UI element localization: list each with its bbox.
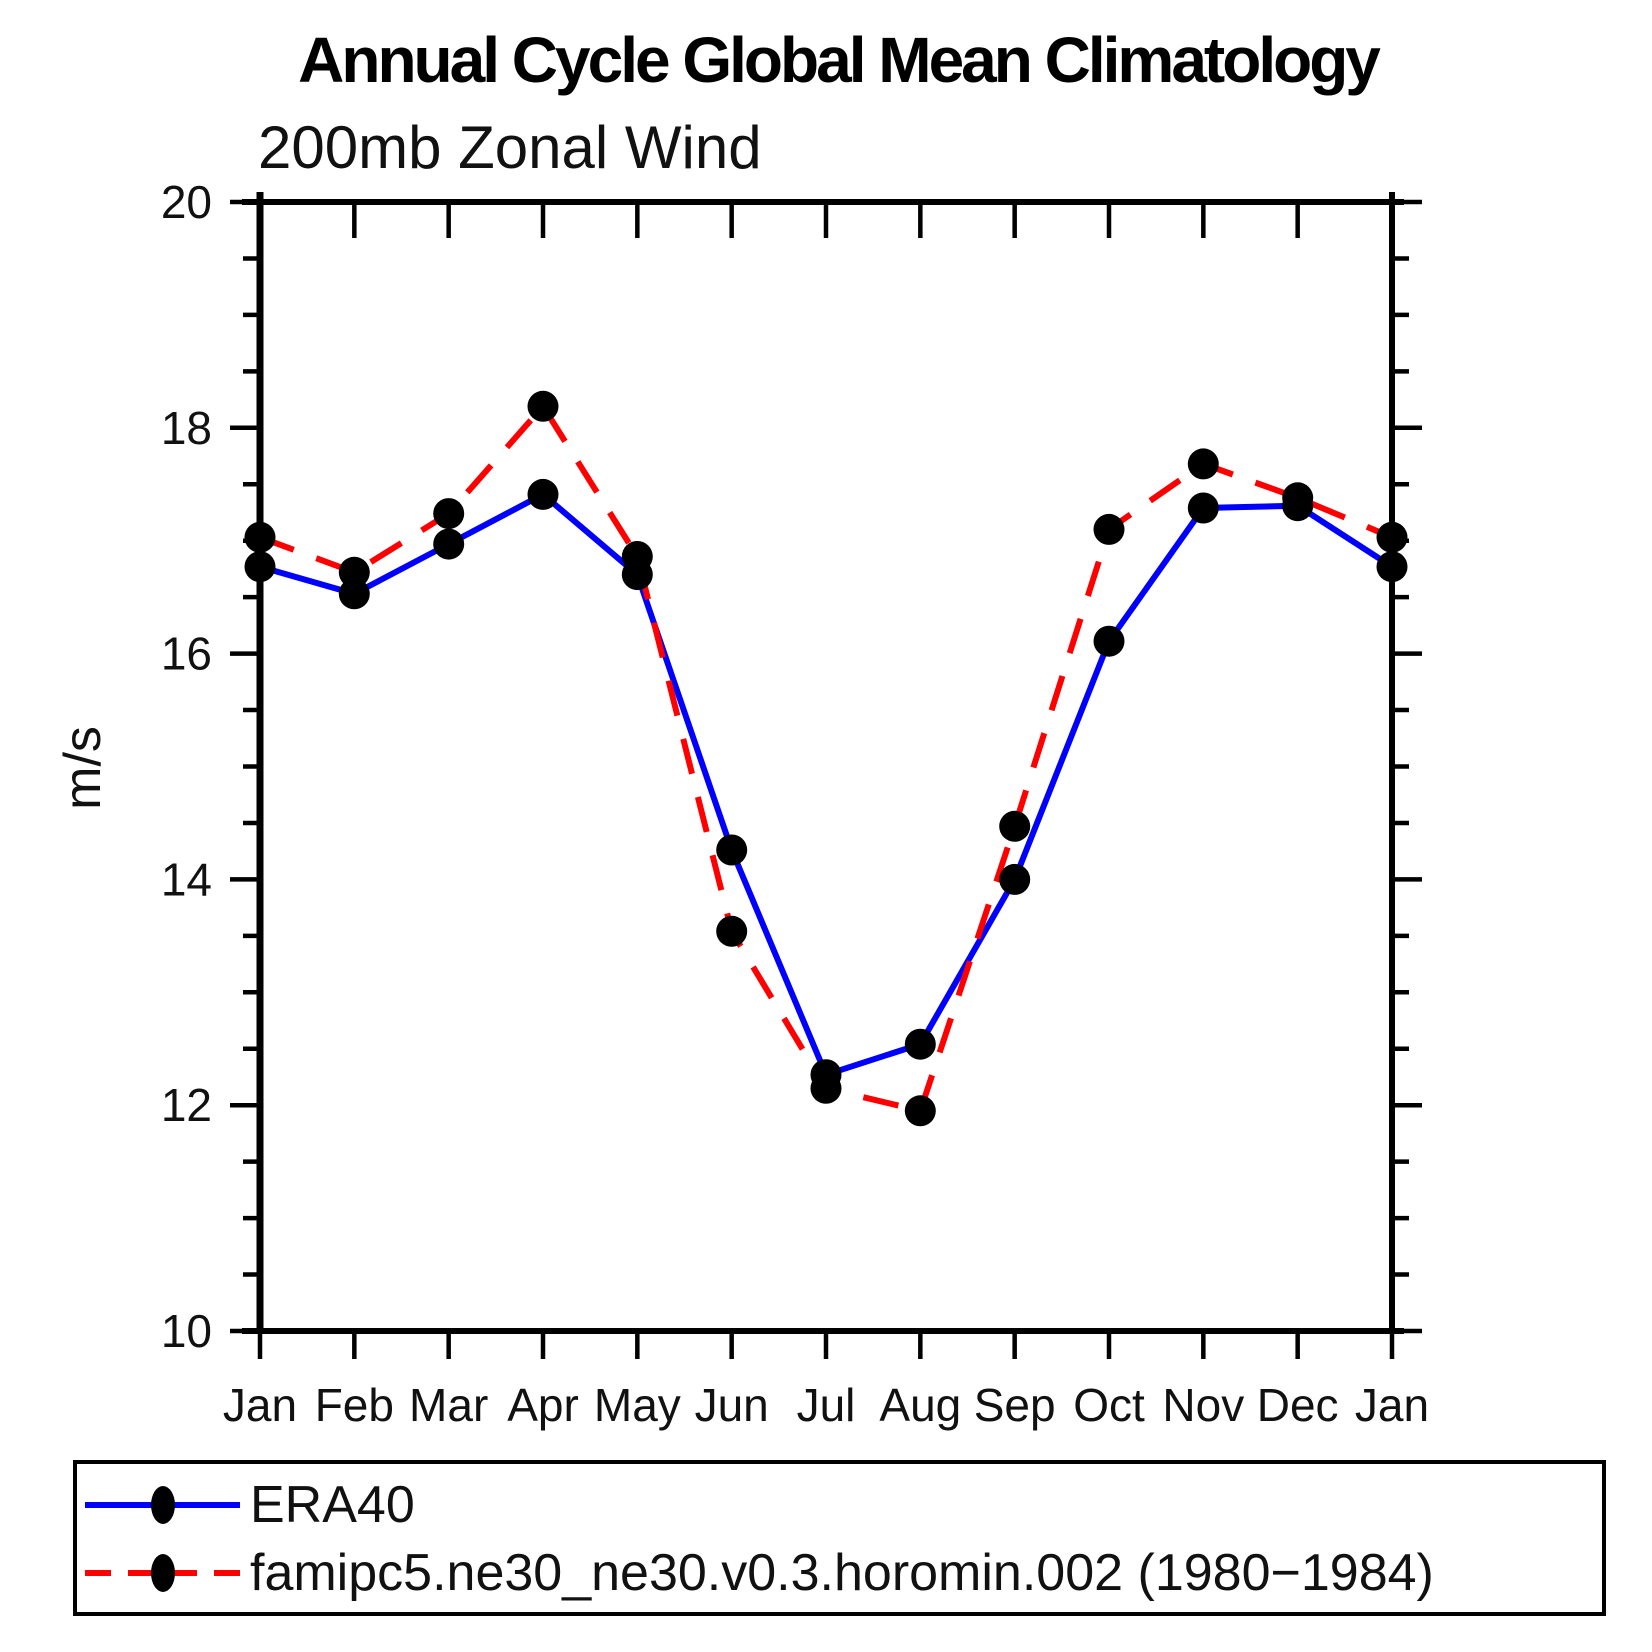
data-point xyxy=(810,1072,842,1104)
x-tick-label: Jul xyxy=(797,1379,856,1431)
data-point xyxy=(999,810,1031,842)
data-point xyxy=(904,1028,936,1060)
legend-marker xyxy=(151,1554,175,1592)
data-point xyxy=(338,556,370,588)
data-point xyxy=(1282,482,1314,514)
data-point xyxy=(1093,625,1125,657)
x-tick-label: Mar xyxy=(409,1379,488,1431)
data-point xyxy=(1187,492,1219,524)
chart-title: Annual Cycle Global Mean Climatology xyxy=(298,24,1381,96)
data-point xyxy=(716,834,748,866)
y-axis-label: m/s xyxy=(54,726,112,810)
series-line-0 xyxy=(259,490,1394,1079)
y-axis-ticks: 10 12 14 16 18 20 xyxy=(161,176,1422,1357)
data-point xyxy=(338,578,370,610)
legend-box: ERA40 famipc5.ne30_ne30.v0.3.horomin.002 … xyxy=(73,1460,1606,1616)
x-tick-label: May xyxy=(594,1379,681,1431)
data-point xyxy=(244,521,276,553)
data-point xyxy=(527,390,559,422)
y-tick-label: 14 xyxy=(161,853,212,905)
y-tick-label: 18 xyxy=(161,402,212,454)
y-tick-label: 12 xyxy=(161,1079,212,1131)
data-point xyxy=(999,863,1031,895)
x-tick-label: Jun xyxy=(695,1379,769,1431)
data-point xyxy=(621,541,653,572)
data-point xyxy=(716,915,748,947)
data-point xyxy=(527,478,559,510)
x-tick-label: Sep xyxy=(974,1379,1056,1431)
x-tick-label: Jan xyxy=(1355,1379,1429,1431)
data-point xyxy=(1376,521,1408,553)
plot-frame xyxy=(242,192,1404,1334)
x-tick-label: Oct xyxy=(1073,1379,1145,1431)
chart-subtitle: 200mb Zonal Wind xyxy=(258,114,762,181)
y-tick-label: 16 xyxy=(161,628,212,680)
data-point xyxy=(433,528,465,560)
legend-border xyxy=(73,1460,1606,1616)
x-axis-ticks: Jan Feb Mar Apr May Jun Jul Aug Sep Oct Nov Dec Jan xyxy=(223,202,1429,1431)
x-tick-label: Aug xyxy=(879,1379,961,1431)
data-point xyxy=(1376,551,1408,583)
data-point xyxy=(1187,448,1219,480)
y-tick-label: 10 xyxy=(161,1305,212,1357)
x-tick-label: Feb xyxy=(315,1379,394,1431)
data-point xyxy=(244,551,276,583)
x-tick-label: Apr xyxy=(507,1379,579,1431)
legend-marker xyxy=(151,1486,175,1524)
x-tick-label: Nov xyxy=(1162,1379,1244,1431)
legend-label: famipc5.ne30_ne30.v0.3.horomin.002 (1980… xyxy=(250,1544,1434,1602)
x-tick-label: Dec xyxy=(1257,1379,1339,1431)
data-point xyxy=(904,1095,936,1127)
legend-label: ERA40 xyxy=(250,1476,415,1534)
series-line-1 xyxy=(258,401,1394,1115)
data-point xyxy=(433,498,465,530)
y-tick-label: 20 xyxy=(161,176,212,228)
data-point xyxy=(1093,513,1125,545)
x-tick-label: Jan xyxy=(223,1379,297,1431)
data-series xyxy=(244,390,1408,1127)
